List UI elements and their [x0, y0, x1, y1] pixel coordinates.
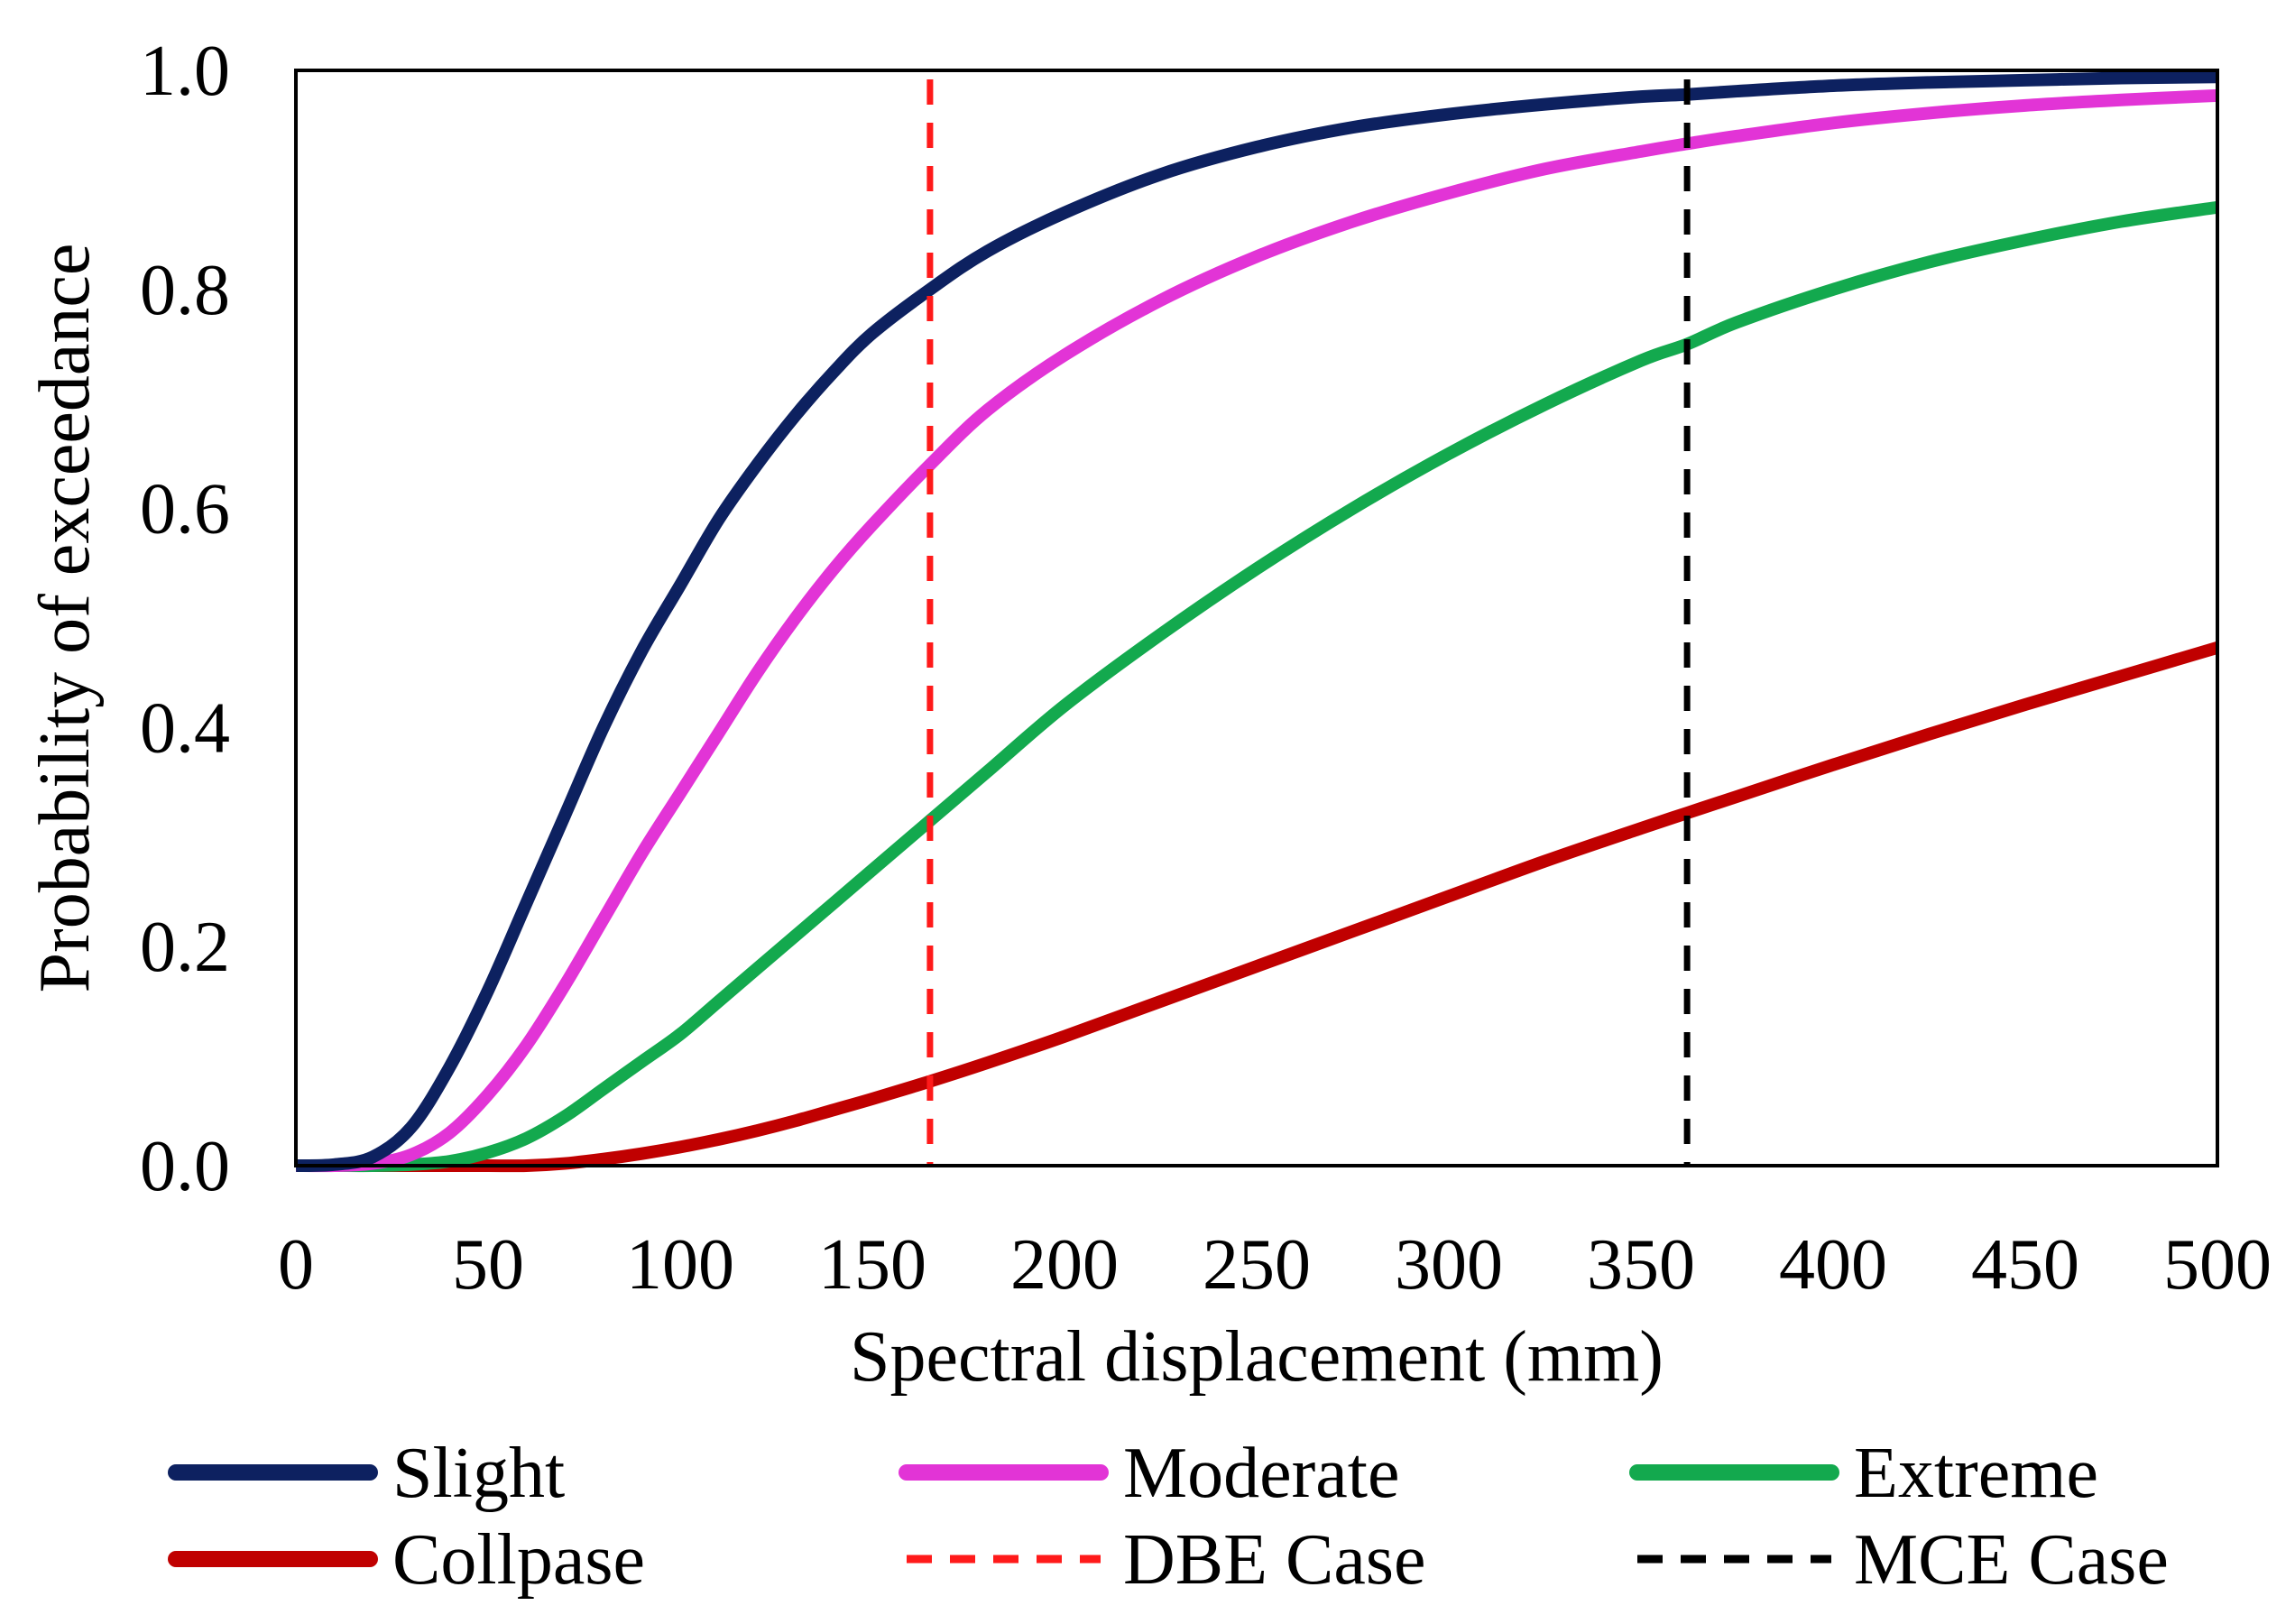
- x-tick-label: 0: [278, 1225, 314, 1305]
- x-tick-labels: 0 50 100 150 200 250 300 350 400 450 500: [278, 1225, 2272, 1305]
- legend-label: Extreme: [1854, 1434, 2098, 1513]
- y-tick-label: 0.8: [140, 251, 230, 330]
- legend-item-dbe-case: DBE Case: [907, 1520, 1426, 1600]
- x-axis-title: Spectral displacement (mm): [850, 1317, 1664, 1397]
- y-tick-labels: 0.0 0.2 0.4 0.6 0.8 1.0: [140, 32, 230, 1206]
- series-line-collpase: [296, 641, 2219, 1173]
- series-layer: [295, 70, 2219, 1173]
- x-tick-label: 250: [1203, 1225, 1311, 1305]
- x-tick-label: 300: [1395, 1225, 1503, 1305]
- x-tick-label: 400: [1779, 1225, 1887, 1305]
- y-tick-label: 0.6: [140, 470, 230, 549]
- legend-item-extreme: Extreme: [1629, 1434, 2098, 1513]
- x-tick-label: 200: [1010, 1225, 1119, 1305]
- x-tick-label: 350: [1587, 1225, 1695, 1305]
- x-tick-label: 150: [818, 1225, 926, 1305]
- series-line-slight: [295, 70, 2218, 1172]
- y-tick-label: 0.2: [140, 908, 230, 987]
- legend-item-collpase: Collpase: [168, 1520, 645, 1600]
- series-line-moderate: [295, 88, 2218, 1173]
- x-tick-label: 100: [626, 1225, 734, 1305]
- x-tick-label: 450: [1971, 1225, 2079, 1305]
- series-line-extreme: [296, 200, 2219, 1173]
- legend-label: MCE Case: [1854, 1520, 2169, 1600]
- x-tick-label: 50: [452, 1225, 524, 1305]
- legend-label: Slight: [392, 1434, 565, 1513]
- legend-item-mce-case: MCE Case: [1637, 1520, 2169, 1600]
- plot-frame: [294, 69, 2219, 1167]
- y-tick-label: 0.0: [140, 1127, 230, 1206]
- y-axis-title: Probability of exceedance: [25, 244, 105, 993]
- y-tick-label: 1.0: [140, 32, 230, 111]
- legend-item-slight: Slight: [168, 1434, 565, 1513]
- legend-label: Moderate: [1123, 1434, 1400, 1513]
- legend-item-moderate: Moderate: [899, 1434, 1400, 1513]
- y-tick-label: 0.4: [140, 688, 230, 768]
- legend: Slight Moderate Extreme Collpase DBE Case MCE…: [168, 1434, 2169, 1600]
- reference-lines-layer: [926, 79, 1691, 1166]
- legend-label: Collpase: [392, 1520, 645, 1600]
- x-tick-label: 500: [2163, 1225, 2272, 1305]
- legend-label: DBE Case: [1123, 1520, 1426, 1600]
